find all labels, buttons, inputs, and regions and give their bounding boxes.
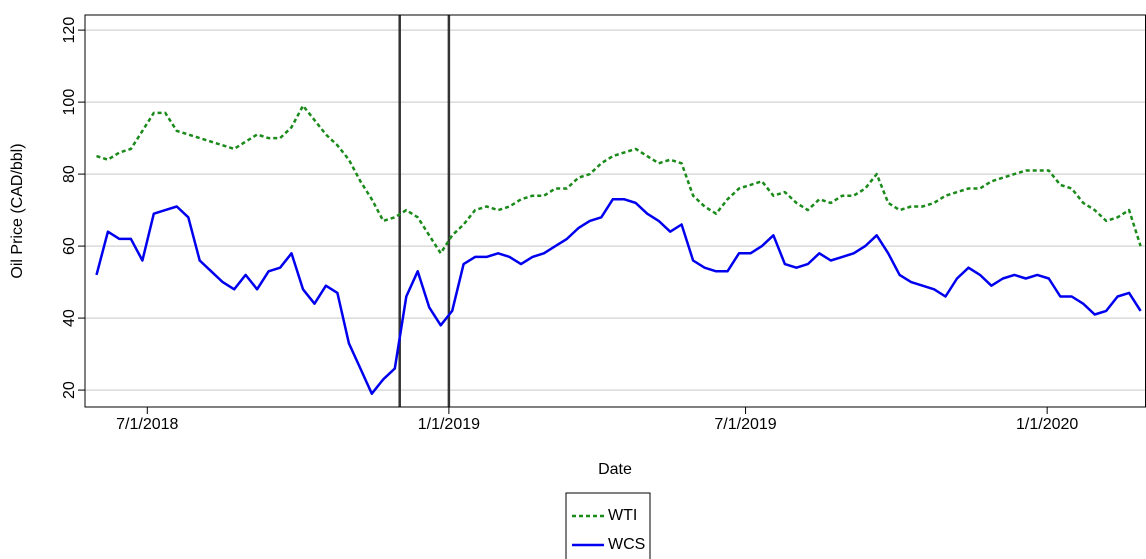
- y-tick-label: 20: [61, 381, 78, 399]
- plot-frame: [84, 14, 1146, 408]
- x-tick-label: 1/1/2019: [418, 416, 480, 433]
- y-tick-label: 40: [61, 309, 78, 327]
- y-tick-label: 80: [61, 165, 78, 183]
- series-line: [96, 104, 1142, 255]
- legend-box: [565, 492, 651, 559]
- x-tick-label: 7/1/2018: [116, 416, 178, 433]
- legend-label: WCS: [608, 536, 645, 553]
- y-axis-title: Oil Price (CAD/bbl): [9, 143, 26, 278]
- x-tick-label: 1/1/2020: [1016, 416, 1078, 433]
- y-tick-label: 120: [61, 17, 78, 44]
- legend-label: WTI: [608, 507, 637, 524]
- x-axis-title: Date: [598, 461, 632, 478]
- series-line: [95, 198, 1142, 395]
- y-tick-label: 100: [61, 89, 78, 116]
- x-tick-label: 7/1/2019: [714, 416, 776, 433]
- y-tick-label: 60: [61, 237, 78, 255]
